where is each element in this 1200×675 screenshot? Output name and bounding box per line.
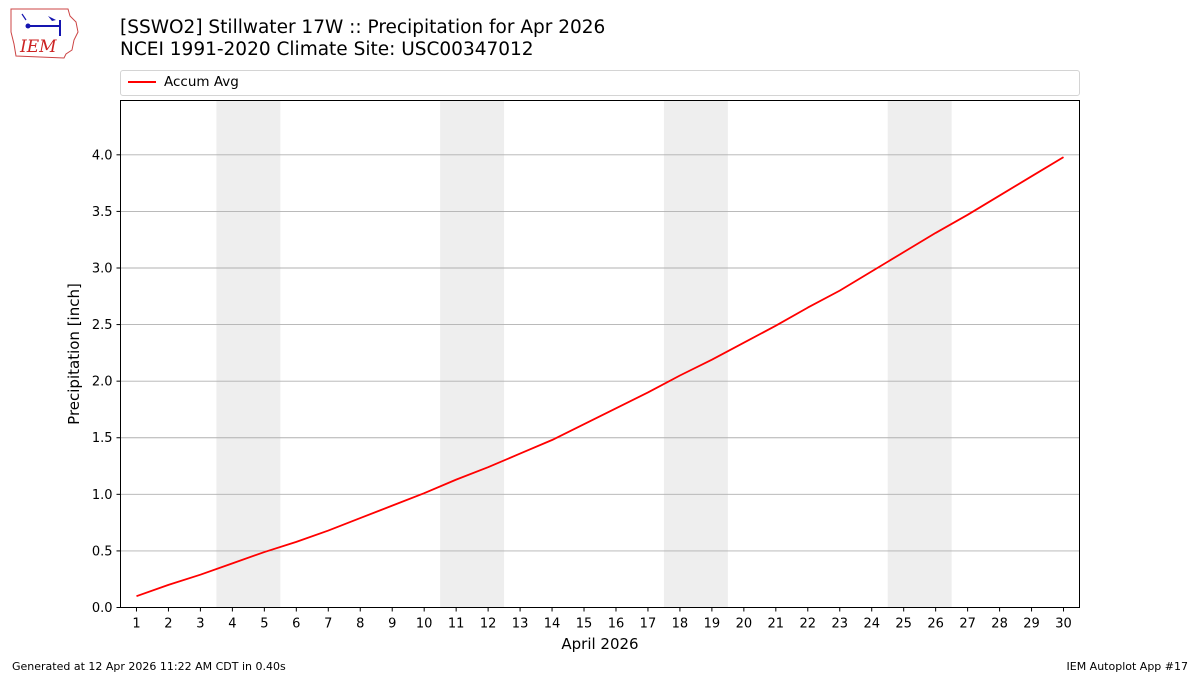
- x-tick-label: 4: [228, 617, 236, 632]
- x-tick-label: 6: [292, 617, 300, 632]
- svg-text:IEM: IEM: [19, 37, 57, 57]
- x-tick-label: 17: [640, 617, 657, 632]
- legend-line-swatch: [128, 81, 156, 83]
- x-tick-label: 12: [480, 617, 497, 632]
- x-tick-label: 16: [608, 617, 625, 632]
- weekend-band-1: [216, 100, 281, 608]
- x-tick-label: 23: [831, 617, 848, 632]
- x-tick-label: 10: [416, 617, 433, 632]
- y-tick-label: 4.0: [92, 148, 113, 163]
- x-tick-label: 30: [1055, 617, 1072, 632]
- x-tick-label: 8: [356, 617, 364, 632]
- y-axis-label: Precipitation [inch]: [65, 283, 83, 425]
- x-axis-label: April 2026: [561, 635, 638, 653]
- x-tick-label: 14: [544, 617, 561, 632]
- chart-subtitle: NCEI 1991-2020 Climate Site: USC00347012: [120, 39, 534, 60]
- x-tick-label: 7: [324, 617, 332, 632]
- y-tick-label: 3.0: [92, 261, 113, 276]
- x-tick-label: 24: [863, 617, 880, 632]
- x-tick-label: 28: [991, 617, 1008, 632]
- x-tick-label: 5: [260, 617, 268, 632]
- x-tick-label: 18: [672, 617, 689, 632]
- y-tick-label: 3.5: [92, 205, 113, 220]
- x-tick-label: 22: [800, 617, 817, 632]
- x-tick-label: 29: [1023, 617, 1040, 632]
- x-tick-label: 27: [959, 617, 976, 632]
- series-line-accum-avg: [136, 156, 1064, 598]
- chart-legend: Accum Avg: [120, 70, 1080, 96]
- x-tick-label: 1: [132, 617, 140, 632]
- y-tick-label: 0.5: [92, 544, 113, 559]
- footer-generated-text: Generated at 12 Apr 2026 11:22 AM CDT in…: [12, 660, 286, 673]
- plot-frame: [120, 100, 1080, 608]
- footer-app-label: IEM Autoplot App #17: [1066, 660, 1189, 673]
- weekend-band-3: [663, 100, 728, 608]
- y-tick-label: 2.0: [92, 375, 113, 390]
- x-tick-label: 26: [927, 617, 944, 632]
- x-tick-label: 20: [736, 617, 753, 632]
- x-tick-label: 3: [196, 617, 204, 632]
- weekend-band-2: [440, 100, 505, 608]
- x-tick-label: 19: [704, 617, 721, 632]
- legend-label-accum-avg: Accum Avg: [164, 74, 239, 90]
- y-tick-label: 2.5: [92, 318, 113, 333]
- x-tick-label: 2: [164, 617, 172, 632]
- x-tick-label: 11: [448, 617, 465, 632]
- x-tick-label: 15: [576, 617, 593, 632]
- iem-logo-icon: IEM: [10, 8, 79, 59]
- y-tick-label: 1.5: [92, 431, 113, 446]
- x-tick-label: 13: [512, 617, 529, 632]
- weekend-band-4: [887, 100, 952, 608]
- chart-title: [SSWO2] Stillwater 17W :: Precipitation …: [120, 17, 606, 38]
- x-tick-label: 25: [895, 617, 912, 632]
- y-tick-label: 0.0: [92, 601, 113, 616]
- x-tick-label: 9: [388, 617, 396, 632]
- y-tick-label: 1.0: [92, 488, 113, 503]
- x-tick-label: 21: [768, 617, 785, 632]
